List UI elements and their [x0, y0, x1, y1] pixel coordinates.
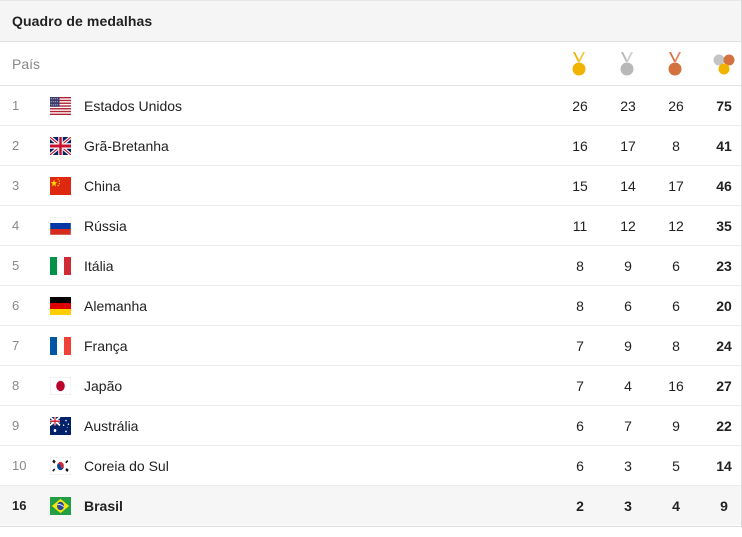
total-count: 14: [716, 457, 732, 474]
table-row-highlighted[interactable]: 16 Brasil 2 3 4 9: [0, 486, 741, 525]
table-row[interactable]: 10 Coreia do Sul 6 3 5 14: [0, 446, 741, 486]
rank: 5: [12, 258, 20, 273]
country-name: Japão: [84, 377, 123, 394]
country-name: Itália: [84, 257, 114, 274]
rank: 8: [12, 378, 20, 393]
flag-great-britain-icon: [50, 137, 71, 155]
silver-count: 3: [624, 497, 632, 514]
flag-france-icon: [50, 337, 71, 355]
gold-count: 6: [576, 457, 584, 474]
flag-south-korea-icon: [50, 457, 71, 475]
country-name: Rússia: [84, 217, 127, 234]
silver-count: 3: [624, 457, 632, 474]
gold-count: 8: [576, 257, 584, 274]
gold-count: 15: [572, 177, 588, 194]
rank: 6: [12, 298, 20, 313]
table-row[interactable]: 6 Alemanha 8 6 6 20: [0, 286, 741, 326]
bronze-count: 26: [668, 97, 684, 114]
bronze-count: 8: [672, 137, 680, 154]
gold-count: 26: [572, 97, 588, 114]
widget-title: Quadro de medalhas: [12, 13, 153, 29]
table-row[interactable]: 2 Grã-Bretanha 16 17 8 41: [0, 126, 741, 166]
bronze-count: 9: [672, 417, 680, 434]
rank: 2: [12, 138, 20, 153]
flag-usa-icon: [50, 97, 71, 115]
total-count: 46: [716, 177, 732, 194]
country-name: Grã-Bretanha: [84, 137, 169, 154]
country-name: Alemanha: [84, 297, 148, 314]
column-country-header: País: [12, 55, 41, 72]
total-medals-icon: [713, 54, 735, 75]
rank: 4: [12, 218, 20, 233]
total-count: 41: [716, 137, 732, 154]
total-count: 20: [716, 297, 732, 314]
flag-australia-icon: [50, 417, 71, 435]
silver-count: 6: [624, 297, 632, 314]
bronze-count: 12: [668, 217, 684, 234]
silver-count: 7: [624, 417, 632, 434]
rank: 9: [12, 418, 20, 433]
silver-count: 14: [620, 177, 636, 194]
rank: 10: [12, 458, 27, 473]
rank: 7: [12, 338, 20, 353]
total-count: 24: [716, 337, 732, 354]
table-row[interactable]: 3 China 15 14 17 46: [0, 166, 741, 206]
rank: 3: [12, 178, 20, 193]
table-row[interactable]: 5 Itália 8 9 6 23: [0, 246, 741, 286]
silver-count: 9: [624, 337, 632, 354]
widget-header: Quadro de medalhas: [0, 0, 741, 42]
flag-brazil-icon: [50, 497, 71, 515]
table-row[interactable]: 7 França 7 9 8 24: [0, 326, 741, 366]
silver-medal-icon: [620, 52, 634, 76]
gold-count: 11: [572, 217, 588, 234]
gold-count: 8: [576, 297, 584, 314]
bronze-count: 4: [672, 497, 680, 514]
country-name: Coreia do Sul: [84, 457, 169, 474]
total-count: 23: [716, 257, 732, 274]
table-row[interactable]: 4 Rússia 11 12 12 35: [0, 206, 741, 246]
silver-count: 9: [624, 257, 632, 274]
silver-count: 12: [620, 217, 636, 234]
country-name: Brasil: [84, 497, 123, 514]
gold-count: 16: [572, 137, 588, 154]
country-name: China: [84, 177, 121, 194]
rank: 16: [12, 498, 27, 513]
rank: 1: [12, 98, 20, 113]
gold-count: 7: [576, 377, 584, 394]
silver-count: 17: [620, 137, 636, 154]
bronze-count: 5: [672, 457, 680, 474]
total-count: 9: [720, 497, 728, 514]
country-name: França: [84, 337, 128, 354]
bronze-medal-icon: [668, 52, 682, 76]
table-row[interactable]: 1 Estados Unidos 26 23 26 75: [0, 86, 741, 126]
flag-japan-icon: [50, 377, 71, 395]
flag-russia-icon: [50, 217, 71, 235]
table-header-row: País: [0, 42, 741, 86]
total-count: 75: [716, 97, 732, 114]
bronze-count: 8: [672, 337, 680, 354]
country-name: Estados Unidos: [84, 97, 183, 114]
bronze-count: 6: [672, 257, 680, 274]
flag-germany-icon: [50, 297, 71, 315]
flag-china-icon: [50, 177, 71, 195]
total-count: 35: [716, 217, 732, 234]
gold-count: 6: [576, 417, 584, 434]
bronze-count: 17: [668, 177, 684, 194]
gold-count: 2: [576, 497, 584, 514]
country-name: Austrália: [84, 417, 139, 434]
bronze-count: 6: [672, 297, 680, 314]
gold-count: 7: [576, 337, 584, 354]
total-count: 27: [716, 377, 732, 394]
table-row[interactable]: 9 Austrália 6 7 9 22: [0, 406, 741, 446]
silver-count: 4: [624, 377, 632, 394]
table-row[interactable]: 8 Japão 7 4 16 27: [0, 366, 741, 406]
total-count: 22: [716, 417, 732, 434]
gold-medal-icon: [572, 52, 586, 76]
bronze-count: 16: [668, 377, 684, 394]
flag-italy-icon: [50, 257, 71, 275]
silver-count: 23: [620, 97, 636, 114]
